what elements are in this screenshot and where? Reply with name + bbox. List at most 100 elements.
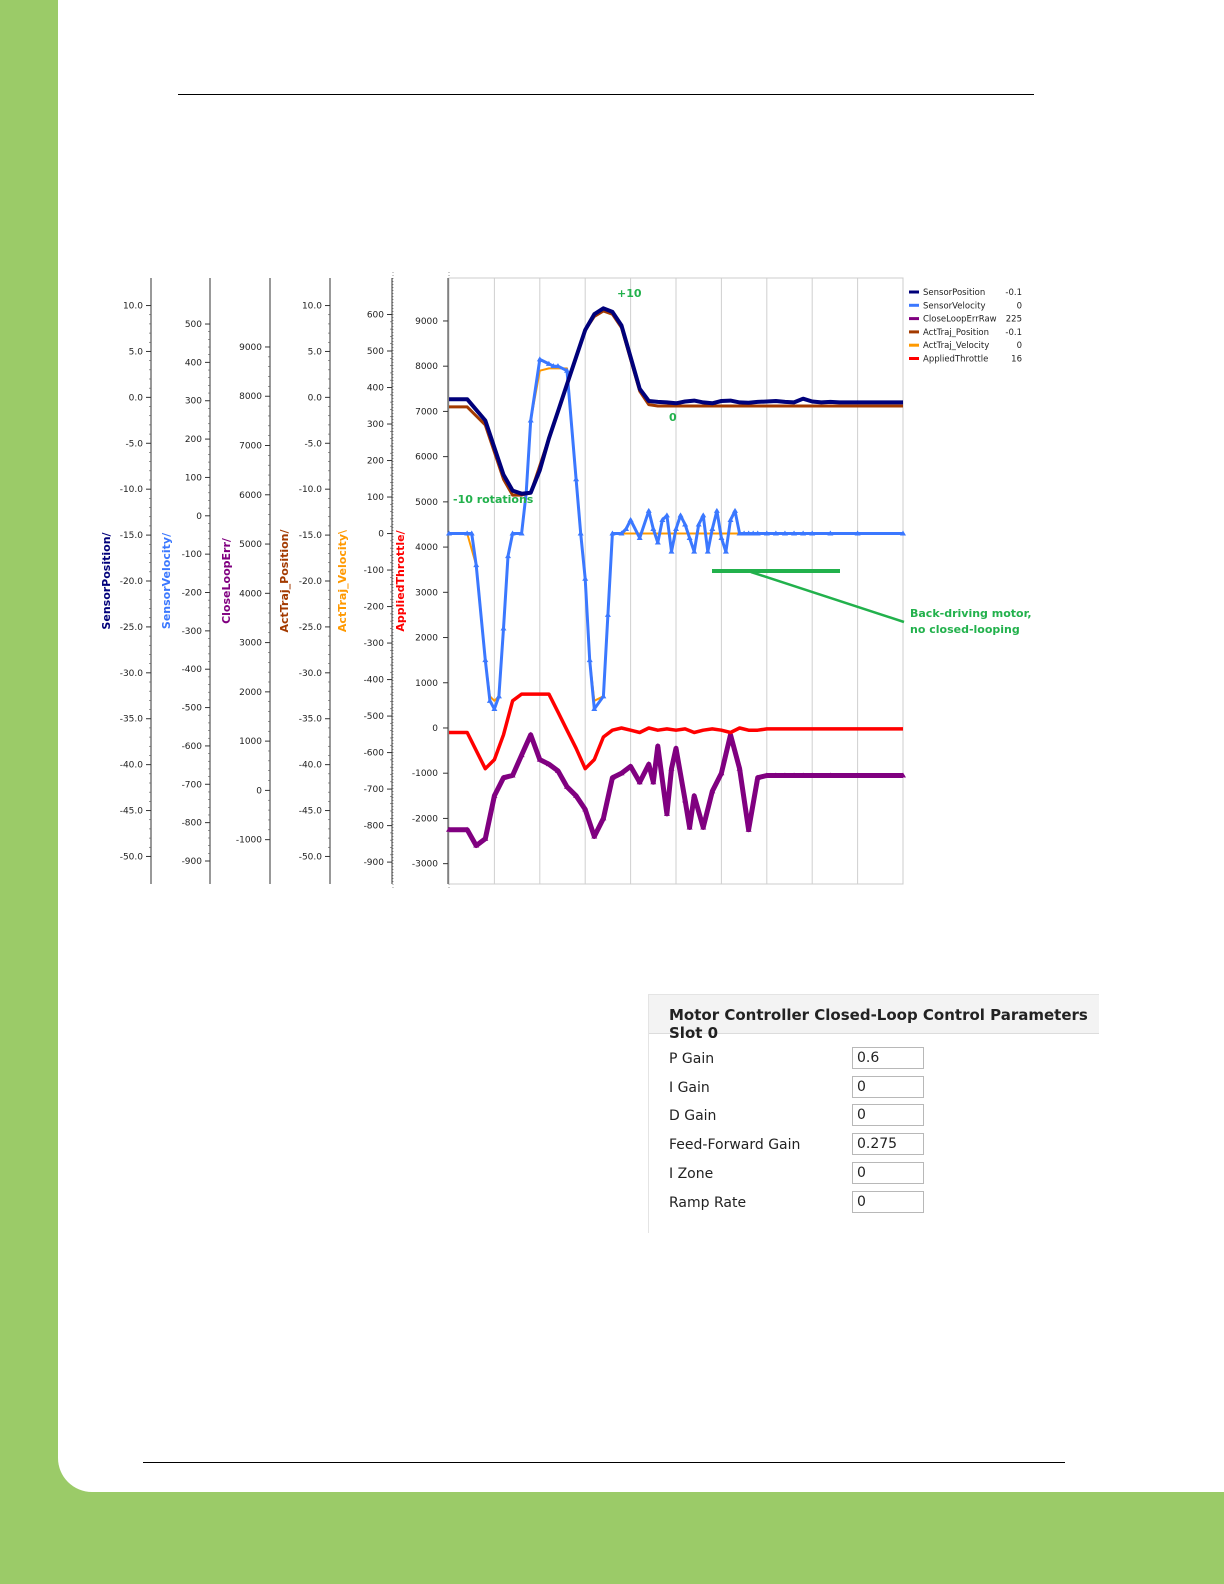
data-point xyxy=(854,772,861,778)
data-point xyxy=(691,548,698,554)
axis-tick-label: -20.0 xyxy=(299,577,323,587)
axis-tick-label: -50.0 xyxy=(299,852,323,862)
legend-value: 225 xyxy=(1006,315,1022,325)
data-point xyxy=(509,530,516,536)
axis-tick-label: 5000 xyxy=(415,498,438,508)
axis-tick-label: -15.0 xyxy=(120,531,144,541)
data-point xyxy=(505,553,512,559)
data-point xyxy=(618,770,625,776)
p-gain-input[interactable] xyxy=(852,1047,924,1069)
data-point xyxy=(509,772,516,778)
data-point xyxy=(623,525,630,531)
axis-tick-label: -400 xyxy=(182,665,203,675)
data-point xyxy=(650,525,657,531)
axis-tick-label: 200 xyxy=(367,457,384,467)
axis-tick-label: -25.0 xyxy=(299,623,323,633)
data-point xyxy=(668,548,675,554)
data-point xyxy=(482,835,489,841)
i-zone-label: I Zone xyxy=(669,1166,714,1182)
axis-tick-label: 4000 xyxy=(239,589,262,599)
data-point xyxy=(464,530,471,536)
axis-tick-label: 300 xyxy=(367,420,384,430)
data-point xyxy=(854,530,861,536)
axis-tick-label: 2000 xyxy=(239,688,262,698)
axis-tick-label: -900 xyxy=(364,858,385,868)
axis-tick-label: -700 xyxy=(364,785,385,795)
data-point xyxy=(554,363,561,369)
axis-tick-label: -15.0 xyxy=(299,531,323,541)
data-point xyxy=(709,525,716,531)
data-point xyxy=(495,693,502,699)
data-point xyxy=(727,516,734,522)
axis-tick-label: 0 xyxy=(378,530,384,540)
axis-tick-label: -5.0 xyxy=(125,439,143,449)
data-point xyxy=(573,476,580,482)
axis-tick-label: 4000 xyxy=(415,543,438,553)
axis-tick-label: -50.0 xyxy=(120,852,144,862)
annotation-plus10: +10 xyxy=(617,287,642,300)
legend-label: AppliedThrottle xyxy=(923,355,988,365)
data-point xyxy=(491,792,498,798)
axis-tick-label: -600 xyxy=(364,749,385,759)
axis-tick-label: 3000 xyxy=(239,639,262,649)
data-point xyxy=(591,705,598,711)
feed-forward-gain-input[interactable] xyxy=(852,1133,924,1155)
data-point xyxy=(727,731,734,737)
axis-tick-label: -800 xyxy=(182,819,203,829)
axis-tick-label: -45.0 xyxy=(299,807,323,817)
series-line-ActTraj_Velocity xyxy=(449,367,903,702)
annotation-backdrive-2: no closed-looping xyxy=(910,623,1020,636)
axis-tick-label: -200 xyxy=(364,603,385,613)
data-point xyxy=(673,745,679,751)
data-point xyxy=(486,697,493,703)
axis-tick-label: -35.0 xyxy=(120,715,144,725)
data-point xyxy=(582,806,589,812)
axis-tick-label: 300 xyxy=(185,397,202,407)
panel-header: Motor Controller Closed-Loop Control Par… xyxy=(649,995,1099,1042)
series-line-SensorPosition xyxy=(449,306,903,496)
d-gain-input[interactable] xyxy=(852,1104,924,1126)
data-point xyxy=(718,535,725,541)
axis-tick-label: 6000 xyxy=(239,491,262,501)
data-point xyxy=(673,525,679,531)
i-gain-input[interactable] xyxy=(852,1076,924,1098)
axis-tick-label: -2000 xyxy=(412,814,438,824)
data-point xyxy=(809,772,816,778)
axis-tick-label: -10.0 xyxy=(120,485,144,495)
data-point xyxy=(763,772,770,778)
axis-tick-label: -20.0 xyxy=(120,577,144,587)
annotation-backdrive-1: Back-driving motor, xyxy=(910,607,1032,620)
ramp-rate-label: Ramp Rate xyxy=(669,1195,747,1211)
data-point xyxy=(500,774,507,780)
data-point xyxy=(564,367,571,373)
axis-title: ActTraj_Velocity\ xyxy=(336,529,349,632)
data-point xyxy=(791,530,798,536)
axis-title: ActTraj_Position/ xyxy=(278,528,291,632)
data-point xyxy=(722,548,729,554)
series-line-CloseLoopErrRaw xyxy=(449,732,903,849)
annotation-minus10: -10 rotations xyxy=(453,493,534,506)
data-point xyxy=(609,530,616,536)
axis-tick-label: 5.0 xyxy=(308,347,323,357)
legend-value: 0 xyxy=(1017,341,1022,351)
data-point xyxy=(682,797,689,803)
axis-tick-label: 8000 xyxy=(239,392,262,402)
param-row-p-gain: P Gain xyxy=(669,1047,1089,1071)
axis-title: AppliedThrottle/ xyxy=(394,529,407,631)
data-point xyxy=(732,507,739,513)
data-point xyxy=(800,530,807,536)
data-point xyxy=(718,770,725,776)
axis-tick-label: 9000 xyxy=(239,343,262,353)
data-point xyxy=(772,772,779,778)
axis-tick-label: 400 xyxy=(367,384,384,394)
axis-tick-label: 1000 xyxy=(239,737,262,747)
data-point xyxy=(645,761,652,767)
i-zone-input[interactable] xyxy=(852,1162,924,1184)
ramp-rate-input[interactable] xyxy=(852,1191,924,1213)
data-point xyxy=(636,779,643,785)
axis-tick-label: 2000 xyxy=(415,634,438,644)
legend-label: SensorVelocity xyxy=(923,301,985,311)
param-row-i-zone: I Zone xyxy=(669,1162,1089,1186)
axis-tick-label: 100 xyxy=(185,473,202,483)
data-point xyxy=(781,772,788,778)
